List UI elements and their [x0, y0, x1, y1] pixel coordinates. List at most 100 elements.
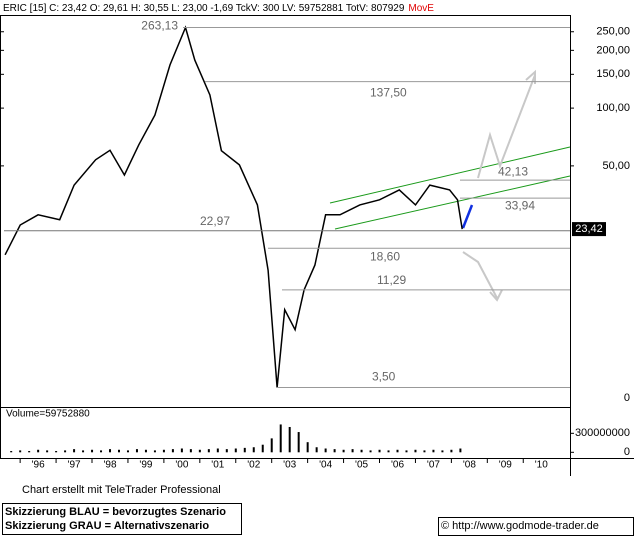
channel-lower	[334, 175, 571, 230]
title-flag: MovE	[408, 3, 434, 14]
last-price-box	[572, 222, 606, 237]
x-tick-label: '03	[283, 460, 296, 471]
x-tick-label: '01	[211, 460, 224, 471]
y-tick-label: 150,00	[596, 68, 630, 80]
volume-bar	[261, 444, 264, 453]
header-bar	[0, 0, 634, 15]
y-tick-label: 200,00	[596, 44, 630, 56]
volume-bar	[117, 449, 120, 453]
x-tick-label: '97	[68, 460, 81, 471]
grey-arrowhead-down	[489, 289, 503, 302]
volume-bar	[342, 449, 345, 453]
volume-y-tick-label: 0	[624, 446, 630, 458]
volume-bar	[91, 449, 94, 453]
y-floor-label: 0	[624, 392, 630, 404]
y-tick-label: 250,00	[596, 26, 630, 38]
chart: ERIC [15] C: 23,42 O: 29,61 H: 30,55 L: …	[0, 0, 634, 476]
volume-bar	[109, 449, 112, 453]
legend-blue: Skizzierung BLAU = bevorzugtes Szenario	[5, 506, 226, 518]
volume-bar	[64, 450, 67, 453]
volume-bar	[279, 424, 282, 453]
x-tick-label: '96	[32, 460, 45, 471]
x-tick-label: '02	[247, 460, 260, 471]
volume-bar	[73, 449, 76, 453]
price-line	[4, 25, 463, 388]
volume-bar	[333, 449, 336, 453]
level-label: 33,94	[505, 198, 535, 212]
volume-bar	[450, 449, 453, 453]
volume-bar	[234, 448, 237, 453]
volume-bar	[82, 450, 85, 453]
volume-bar	[10, 451, 13, 453]
volume-bar	[28, 451, 31, 453]
volume-bar	[46, 450, 49, 453]
volume-bar	[216, 448, 219, 453]
x-tick-label: '07	[427, 460, 440, 471]
volume-bar	[387, 450, 390, 453]
volume-bar	[189, 449, 192, 453]
grey-scenario-down	[462, 251, 498, 299]
x-tick-label: '98	[103, 460, 116, 471]
volume-bar	[180, 448, 183, 453]
volume-bar	[414, 449, 417, 453]
volume-bar	[432, 449, 435, 453]
x-tick-label: '10	[535, 460, 548, 471]
level-label: 3,50	[372, 370, 396, 384]
last-price-label: 23,42	[575, 223, 603, 235]
title-text: ERIC [15] C: 23,42 O: 29,61 H: 30,55 L: …	[3, 3, 405, 14]
volume-bar	[126, 450, 129, 453]
x-tick-label: '04	[319, 460, 332, 471]
volume-bar	[297, 432, 300, 453]
level-label: 18,60	[370, 249, 400, 263]
volume-bar	[423, 450, 426, 453]
volume-title: Volume=59752880	[6, 409, 90, 420]
legend-box: Skizzierung BLAU = bevorzugtes Szenario …	[2, 503, 242, 535]
volume-bar	[207, 449, 210, 453]
level-label: 11,29	[377, 273, 406, 287]
grey-scenario-up	[477, 74, 536, 179]
volume-bar	[315, 447, 318, 453]
price-frame	[0, 15, 571, 408]
volume-bar	[153, 450, 156, 453]
volume-bar	[351, 449, 354, 453]
x-tick-label: '99	[139, 460, 152, 471]
level-label: 263,13	[141, 19, 178, 33]
blue-scenario	[461, 204, 474, 229]
source[interactable]: © http://www.godmode-trader.de	[438, 517, 634, 536]
level-label: 42,13	[498, 164, 528, 178]
volume-bar	[369, 450, 372, 453]
volume-bar	[396, 449, 399, 453]
volume-bar	[198, 449, 201, 453]
legend-grey: Skizzierung GRAU = Alternativszenario	[5, 520, 210, 532]
y-tick-label: 50,00	[602, 160, 630, 172]
volume-bar	[441, 450, 444, 453]
level-label: 22,97	[200, 214, 230, 228]
volume-bar	[171, 449, 174, 453]
volume-bar	[288, 426, 291, 453]
volume-bar	[459, 448, 462, 453]
volume-y-tick-label: 300000000	[575, 427, 630, 439]
level-label: 137,50	[370, 86, 407, 100]
volume-bar	[100, 450, 103, 453]
volume-bar	[162, 449, 165, 453]
volume-bar	[144, 449, 147, 453]
volume-bar	[37, 449, 40, 453]
volume-bar	[252, 447, 255, 453]
channel-upper	[329, 146, 571, 204]
x-tick-label: '00	[175, 460, 188, 471]
grey-arrowhead-up	[525, 69, 536, 84]
volume-bar	[55, 451, 58, 453]
volume-bar	[243, 447, 246, 453]
chart-title: ERIC [15] C: 23,42 O: 29,61 H: 30,55 L: …	[3, 3, 434, 14]
volume-bar	[324, 448, 327, 453]
volume-bar	[135, 449, 138, 453]
volume-bar	[378, 449, 381, 453]
scenario-sketch	[4, 25, 571, 388]
volume-bar	[225, 449, 228, 453]
x-tick-label: '05	[355, 460, 368, 471]
volume-bar	[270, 438, 273, 453]
volume-bar	[19, 450, 22, 453]
volume-bar	[405, 450, 408, 453]
x-tick-label: '09	[499, 460, 512, 471]
